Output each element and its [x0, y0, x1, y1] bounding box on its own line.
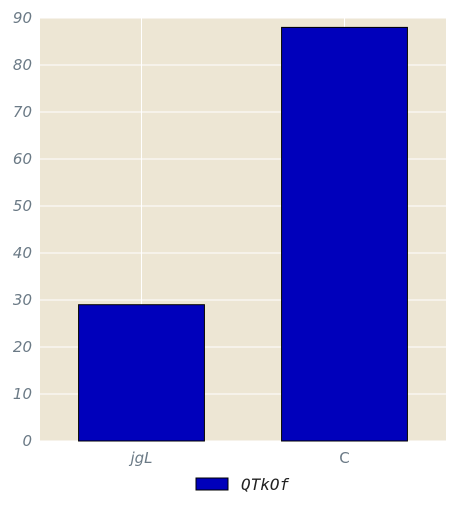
- bar-c: [281, 26, 408, 442]
- y-tick-label: 20: [13, 338, 32, 356]
- legend-swatch: [195, 477, 229, 491]
- y-tick-label: 60: [13, 150, 32, 168]
- y-tick-label: 30: [13, 291, 32, 309]
- y-tick-label: 90: [13, 9, 32, 27]
- bars: [78, 26, 408, 442]
- y-tick-label: 0: [22, 432, 32, 450]
- y-tick-label: 10: [13, 385, 32, 403]
- legend: QTkOf: [195, 475, 290, 494]
- bar-jgl: [78, 304, 205, 442]
- x-tick-label: jgL: [128, 449, 152, 467]
- legend-label: QTkOf: [241, 475, 290, 494]
- y-tick-label: 50: [13, 197, 32, 215]
- y-tick-label: 40: [13, 244, 32, 262]
- x-axis-ticks: jgL C: [128, 449, 349, 467]
- y-tick-label: 80: [13, 56, 32, 74]
- y-axis-ticks: 0 10 20 30 40 50 60 70 80 90: [13, 9, 32, 450]
- y-tick-label: 70: [13, 103, 32, 121]
- x-tick-label: C: [339, 449, 349, 467]
